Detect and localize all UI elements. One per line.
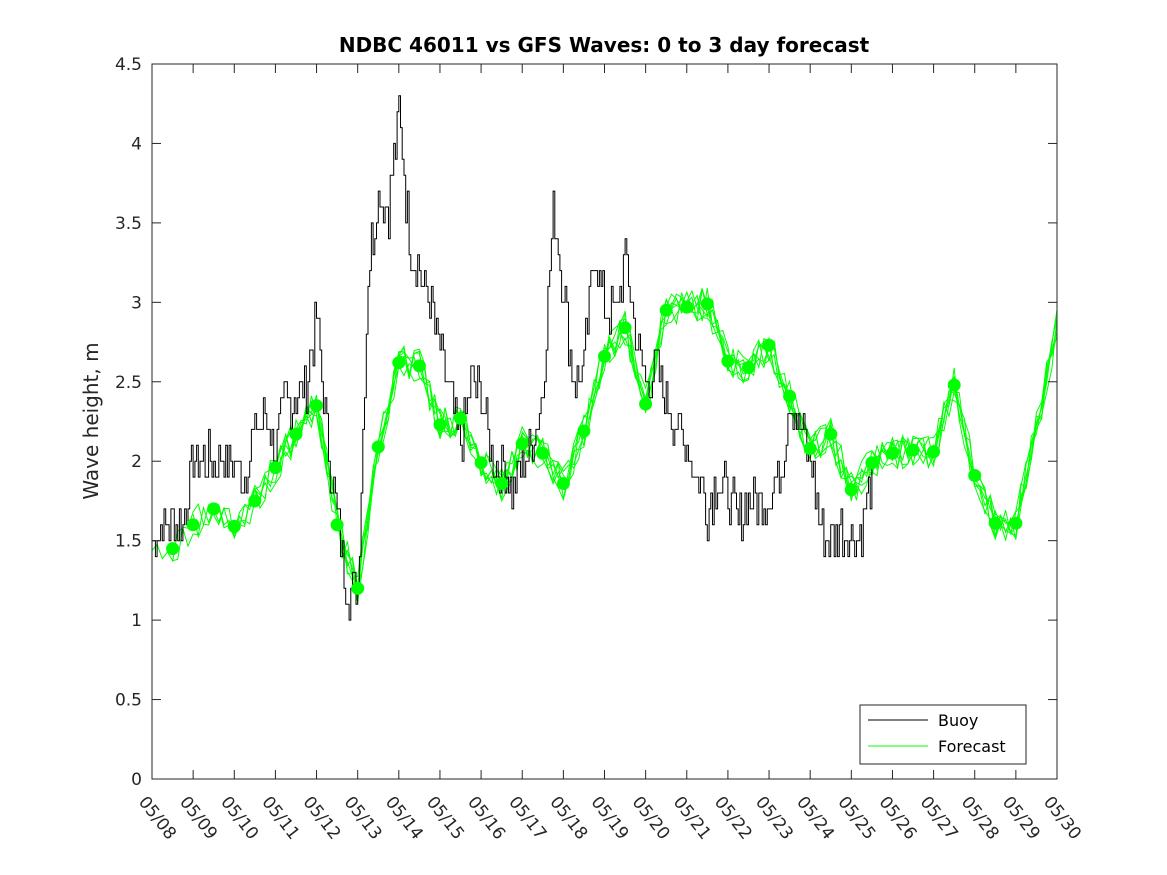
y-tick-label: 0: [131, 770, 142, 790]
forecast-point: [659, 303, 673, 317]
forecast-point: [865, 456, 879, 470]
x-tick-label: 05/10: [216, 793, 262, 844]
buoy-line: [152, 95, 874, 621]
forecast-line: [254, 293, 1058, 604]
y-tick-label: 0.5: [115, 691, 142, 711]
x-tick-label: 05/24: [792, 793, 838, 844]
x-tick-label: 05/27: [916, 793, 962, 844]
forecast-point: [906, 443, 920, 457]
forecast-point: [556, 477, 570, 490]
x-tick-label: 05/30: [1039, 793, 1085, 844]
x-tick-labels: 05/0805/0905/1005/1105/1205/1305/1405/15…: [134, 793, 1085, 844]
legend-box: [859, 704, 1027, 765]
x-tick-label: 05/23: [751, 793, 797, 844]
forecast-line: [213, 288, 1058, 587]
forecast-point: [844, 483, 858, 497]
x-tick-label: 05/25: [833, 793, 879, 844]
forecast-point: [700, 297, 714, 311]
forecast-point: [166, 542, 180, 556]
forecast-point: [598, 349, 611, 363]
x-tick-label: 05/21: [669, 793, 715, 844]
x-tick-label: 05/15: [422, 793, 468, 844]
axis-ticks: [151, 63, 1058, 780]
chart-title: NDBC 46011 vs GFS Waves: 0 to 3 day fore…: [339, 33, 870, 57]
forecast-point: [227, 519, 241, 533]
forecast-point: [310, 399, 323, 413]
forecast-point: [618, 321, 632, 335]
forecast-point: [186, 518, 200, 532]
x-tick-label: 05/29: [998, 793, 1044, 844]
forecast-point: [515, 437, 529, 451]
x-tick-label: 05/20: [628, 793, 674, 844]
x-tick-label: 05/08: [134, 793, 180, 844]
forecast-point: [289, 427, 303, 441]
y-tick-label: 3: [131, 293, 142, 313]
forecast-point: [351, 581, 365, 595]
forecast-point: [1009, 516, 1023, 530]
forecast-point: [783, 389, 797, 403]
x-tick-label: 05/19: [587, 793, 633, 844]
y-tick-labels: 0 0.5 1 1.5 2 2.5 3 3.5 4 4.5: [115, 55, 142, 790]
forecast-point: [803, 442, 817, 455]
x-tick-label: 05/12: [299, 793, 345, 844]
forecast-point: [330, 518, 344, 532]
forecast-points: [166, 297, 1023, 595]
forecast-point: [495, 477, 509, 490]
plot-background: [152, 64, 1057, 779]
y-tick-label: 2: [131, 452, 142, 472]
forecast-line: [274, 288, 1058, 590]
forecast-point: [536, 446, 550, 460]
x-tick-label: 05/11: [257, 793, 303, 844]
forecast-point: [392, 356, 406, 370]
buoy-series: [152, 95, 874, 621]
y-tick-label: 1: [131, 611, 142, 631]
x-tick-label: 05/17: [504, 793, 550, 844]
forecast-point: [207, 502, 221, 516]
forecast-point: [927, 445, 941, 459]
y-tick-label: 4: [131, 134, 142, 154]
x-tick-label: 05/09: [175, 793, 221, 844]
legend-buoy-label: Buoy: [938, 711, 978, 730]
forecast-point: [762, 338, 776, 352]
y-axis-label: Wave height, m: [79, 342, 103, 499]
x-tick-label: 05/14: [381, 793, 427, 844]
y-tick-label: 1.5: [115, 532, 142, 552]
legend-forecast-label: Forecast: [938, 737, 1006, 756]
forecast-point: [371, 440, 385, 454]
forecast-point: [988, 516, 1002, 530]
forecast-point: [268, 461, 282, 475]
x-tick-label: 05/28: [957, 793, 1003, 844]
x-tick-label: 05/16: [463, 793, 509, 844]
forecast-point: [454, 411, 467, 425]
forecast-point: [742, 361, 755, 374]
forecast-point: [968, 469, 982, 482]
x-tick-label: 05/13: [340, 793, 386, 844]
x-tick-label: 05/26: [875, 793, 921, 844]
forecast-point: [248, 494, 262, 508]
forecast-point: [886, 446, 899, 460]
x-tick-label: 05/18: [545, 793, 591, 844]
x-tick-label: 05/22: [710, 793, 756, 844]
forecast-point: [433, 418, 447, 432]
forecast-point: [412, 359, 426, 373]
forecast-point: [639, 397, 653, 411]
forecast-point: [680, 300, 694, 314]
y-tick-label: 4.5: [115, 55, 142, 75]
y-tick-label: 3.5: [115, 214, 142, 234]
y-tick-label: 2.5: [115, 373, 142, 393]
forecast-point: [474, 456, 488, 470]
legend: Buoy Forecast: [859, 704, 1027, 765]
forecast-point: [824, 427, 838, 441]
forecast-point: [721, 354, 735, 368]
forecast-point: [577, 424, 591, 438]
forecast-point: [947, 378, 961, 392]
